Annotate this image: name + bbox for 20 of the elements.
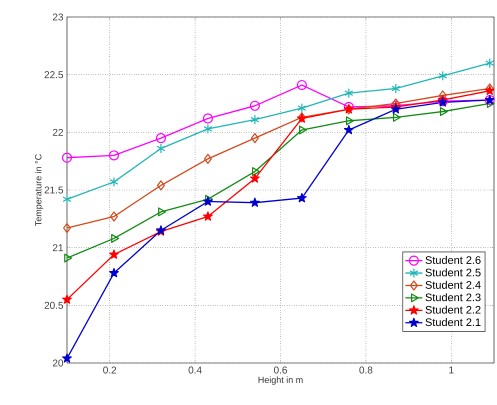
x-tick-label: 0.8 [359,366,372,374]
y-tick-label: 20 [52,359,64,367]
legend-label: Student 2.6 [426,256,481,264]
x-tick-label: 0.4 [188,366,202,374]
x-tick-label: 1 [449,366,454,374]
y-tick-label: 22 [52,128,63,136]
y-tick-label: 22.5 [44,71,64,78]
y-tick-label: 21.5 [44,186,64,194]
legend-label: Student 2.2 [426,306,481,314]
y-tick-label: 20.5 [44,302,64,309]
x-axis-title: Height in m [258,376,303,385]
legend-label: Student 2.4 [426,280,481,289]
legend-label: Student 2.5 [426,268,481,276]
y-axis-title: Temperature in °C [34,154,44,226]
y-tick-label: 21 [52,244,63,252]
legend-label: Student 2.1 [426,318,481,326]
x-tick-label: 0.6 [274,366,287,374]
y-tick-label: 23 [52,13,64,21]
x-tick-label: 0.2 [103,366,116,374]
legend-label: Student 2.3 [426,293,481,302]
